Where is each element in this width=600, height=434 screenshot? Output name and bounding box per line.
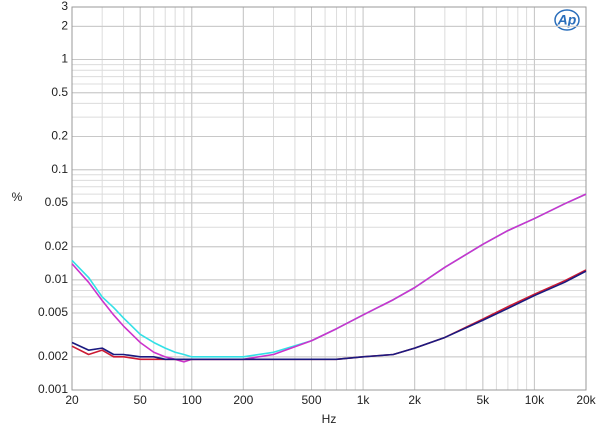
y-tick-label: 0.01: [45, 272, 69, 286]
x-tick-label: 1k: [357, 393, 371, 407]
x-tick-label: 50: [134, 393, 148, 407]
logo: Ap: [557, 12, 577, 28]
y-tick-label: 0.1: [51, 162, 68, 176]
y-tick-label: 0.5: [51, 85, 68, 99]
y-tick-label: 0.2: [51, 129, 68, 143]
y-tick-label: 0.02: [45, 239, 69, 253]
x-tick-label: 100: [182, 393, 202, 407]
y-tick-label: 0.001: [38, 382, 68, 396]
y-tick-label: 3: [61, 0, 68, 13]
x-tick-label: 20: [65, 393, 79, 407]
x-tick-label: 500: [301, 393, 321, 407]
data-line: [71, 193, 587, 363]
x-tick-label: 2k: [408, 393, 422, 407]
y-tick-label: 2: [61, 19, 68, 33]
y-tick-label: 1: [61, 52, 68, 66]
data-line: [71, 269, 587, 361]
data-line: [71, 270, 587, 361]
x-axis-label: Hz: [322, 412, 337, 426]
x-tick-label: 200: [233, 393, 253, 407]
x-tick-label: 10k: [525, 393, 545, 407]
x-tick-label: 5k: [477, 393, 491, 407]
plot-frame: [71, 6, 587, 391]
y-tick-label: 0.002: [38, 349, 68, 363]
x-tick-label: 20k: [576, 393, 596, 407]
y-tick-label: 0.005: [38, 305, 68, 319]
y-tick-label: 0.05: [45, 195, 69, 209]
logo-ring: [554, 9, 580, 31]
y-axis-label: %: [12, 190, 23, 204]
